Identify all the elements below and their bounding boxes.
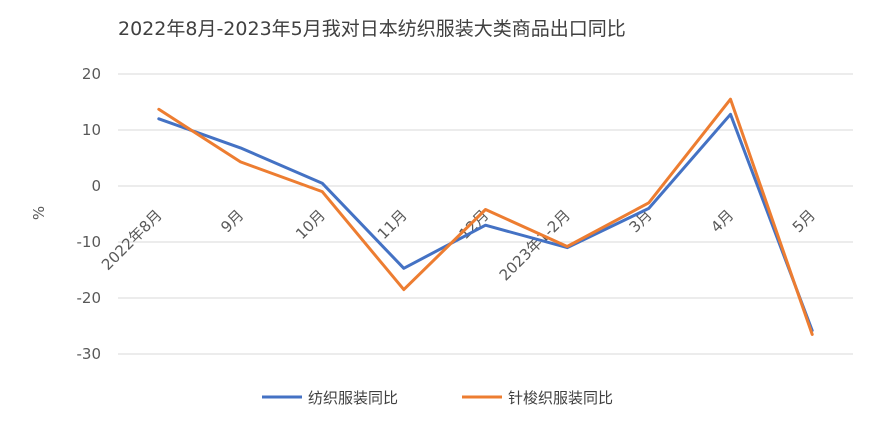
x-tick-label: 10月 — [292, 206, 329, 243]
y-tick-label: -30 — [77, 345, 102, 363]
chart-title: 2022年8月-2023年5月我对日本纺织服装大类商品出口同比 — [118, 18, 626, 40]
y-tick-label: 0 — [91, 177, 101, 195]
y-tick-label: -10 — [77, 233, 102, 251]
x-tick-label: 5月 — [789, 206, 819, 236]
x-tick-label: 11月 — [374, 206, 411, 243]
x-tick-label: 2022年8月 — [98, 206, 166, 274]
legend-label: 针梭织服装同比 — [508, 389, 613, 407]
y-axis-label: % — [30, 206, 48, 220]
x-tick-label: 9月 — [217, 206, 247, 236]
y-tick-label: 20 — [82, 65, 101, 83]
x-tick-label: 4月 — [707, 206, 737, 236]
y-tick-label: 10 — [82, 121, 101, 139]
series-line — [157, 112, 814, 332]
x-tick-label: 3月 — [626, 206, 656, 236]
y-tick-label: -20 — [77, 289, 102, 307]
legend-label: 纺织服装同比 — [308, 389, 398, 407]
series-line — [157, 97, 814, 336]
